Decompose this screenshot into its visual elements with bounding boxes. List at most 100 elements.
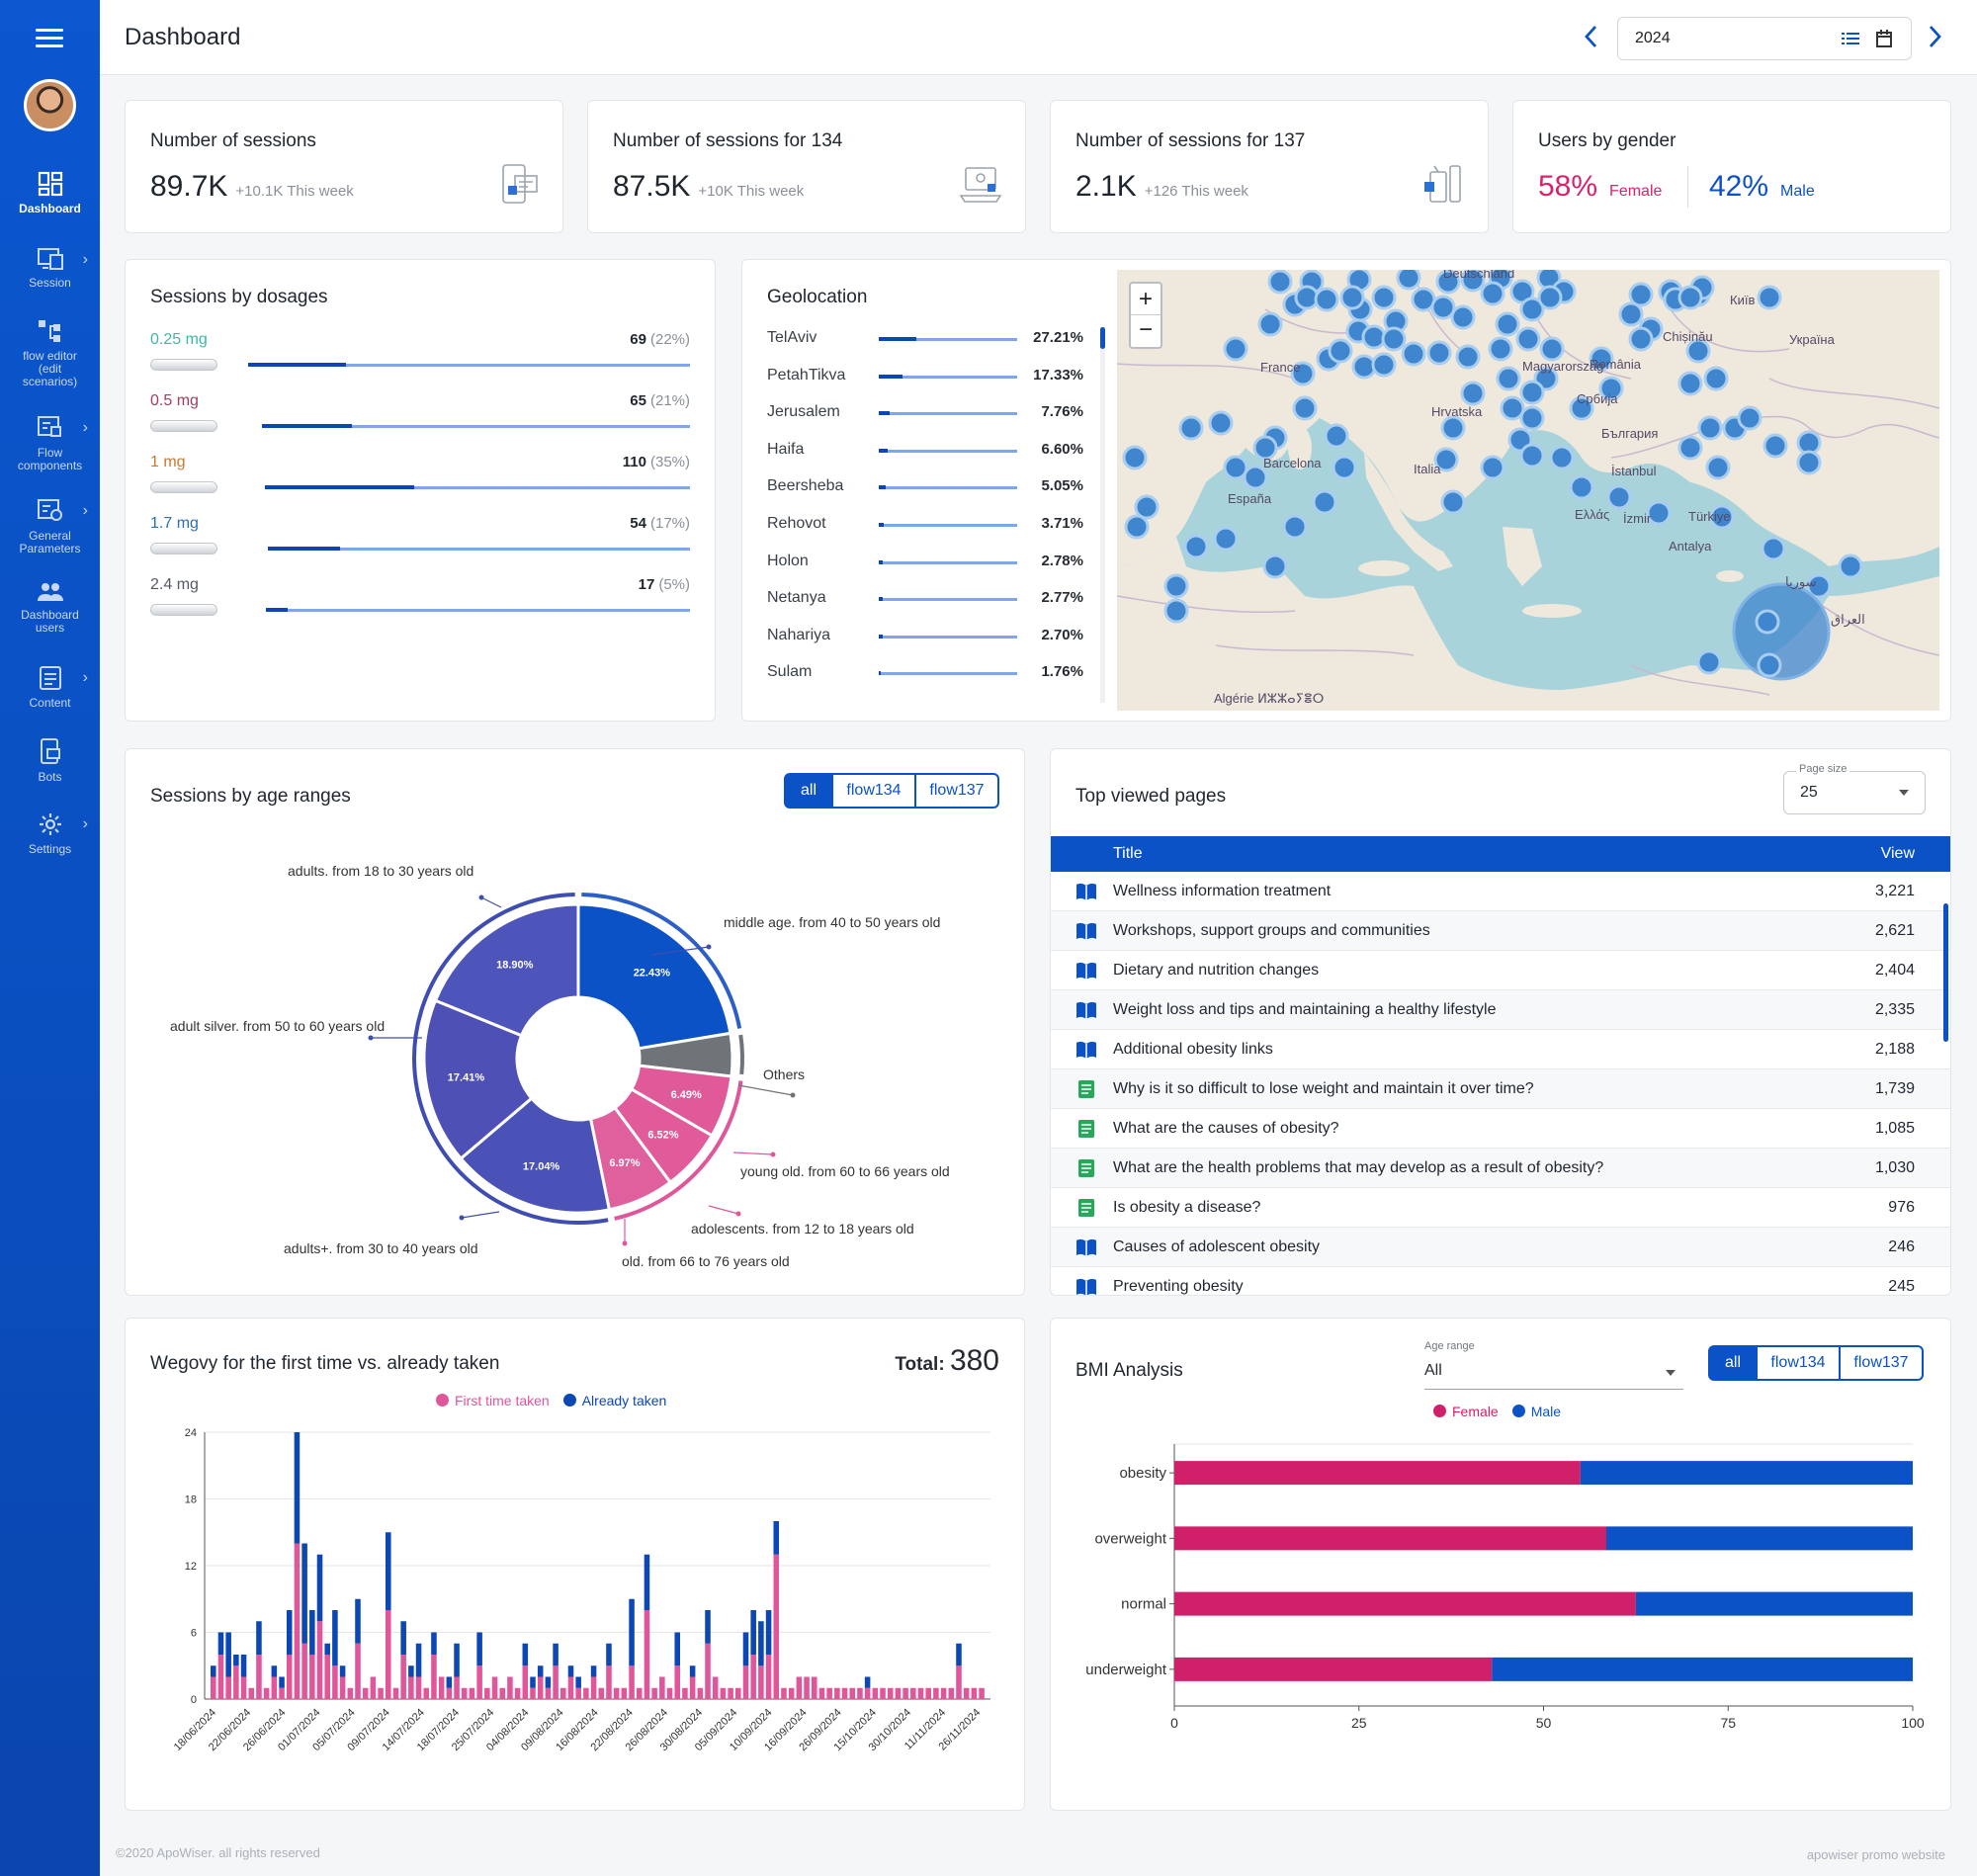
- bar-first-time[interactable]: [324, 1655, 330, 1699]
- bmi-bar-male[interactable]: [1635, 1591, 1913, 1616]
- bar-first-time[interactable]: [956, 1665, 962, 1699]
- bar-already-taken[interactable]: [590, 1665, 597, 1677]
- map-cluster-marker[interactable]: [1339, 285, 1365, 310]
- map-cluster-marker[interactable]: [1519, 405, 1545, 431]
- bar-first-time[interactable]: [621, 1687, 628, 1699]
- bar-first-time[interactable]: [431, 1655, 437, 1699]
- chevron-right-icon[interactable]: [1927, 24, 1942, 49]
- map-cluster-marker[interactable]: [1314, 287, 1339, 312]
- map-cluster-marker[interactable]: [1267, 270, 1293, 295]
- bar-first-time[interactable]: [872, 1687, 879, 1699]
- legend-item[interactable]: First time taken: [436, 1393, 550, 1408]
- bar-already-taken[interactable]: [309, 1610, 315, 1655]
- map-cluster-marker[interactable]: [1122, 445, 1148, 470]
- bar-first-time[interactable]: [225, 1676, 231, 1700]
- map-cluster-marker[interactable]: [1569, 474, 1594, 500]
- map-cluster-marker[interactable]: [1455, 344, 1481, 370]
- bar-already-taken[interactable]: [294, 1432, 301, 1544]
- bar-first-time[interactable]: [491, 1676, 498, 1700]
- map-cluster-marker[interactable]: [1124, 514, 1150, 540]
- bar-first-time[interactable]: [720, 1687, 727, 1699]
- zoom-in-button[interactable]: +: [1131, 284, 1160, 315]
- bar-already-taken[interactable]: [431, 1632, 437, 1656]
- bar-first-time[interactable]: [553, 1665, 559, 1699]
- sidebar-item-session[interactable]: › Session: [0, 247, 100, 290]
- geo-row[interactable]: Beersheba 5.05%: [767, 477, 1083, 497]
- age-range-select[interactable]: Age range All: [1424, 1338, 1683, 1390]
- donut-slice[interactable]: [459, 1096, 612, 1215]
- map-cluster-marker[interactable]: [1208, 410, 1234, 436]
- bar-already-taken[interactable]: [217, 1632, 224, 1656]
- bmi-bar-female[interactable]: [1174, 1591, 1636, 1616]
- map-cluster-marker[interactable]: [1426, 340, 1452, 366]
- geo-row[interactable]: Rehovot 3.71%: [767, 515, 1083, 535]
- bar-already-taken[interactable]: [324, 1643, 330, 1655]
- map-cluster-marker[interactable]: [1500, 395, 1525, 421]
- map-cluster-marker[interactable]: [1178, 415, 1204, 441]
- map-cluster-marker[interactable]: [1519, 380, 1545, 405]
- bar-first-time[interactable]: [240, 1676, 247, 1700]
- bar-first-time[interactable]: [758, 1665, 764, 1699]
- bar-first-time[interactable]: [735, 1687, 741, 1699]
- map-cluster-marker[interactable]: [1480, 281, 1505, 306]
- bar-already-taken[interactable]: [332, 1610, 338, 1666]
- bar-already-taken[interactable]: [256, 1621, 262, 1655]
- bar-first-time[interactable]: [339, 1676, 346, 1700]
- bmi-bar-female[interactable]: [1174, 1526, 1606, 1551]
- bar-first-time[interactable]: [933, 1687, 939, 1699]
- filter-flow134-button[interactable]: flow134: [1756, 1345, 1841, 1381]
- bar-first-time[interactable]: [438, 1676, 445, 1700]
- bar-first-time[interactable]: [545, 1687, 552, 1699]
- bar-first-time[interactable]: [788, 1687, 795, 1699]
- legend-item[interactable]: Male: [1511, 1404, 1561, 1419]
- map-cluster-marker[interactable]: [1213, 526, 1239, 552]
- scrollbar-thumb[interactable]: [1100, 327, 1105, 349]
- map-cluster-marker[interactable]: [1332, 455, 1357, 480]
- bar-first-time[interactable]: [811, 1676, 817, 1700]
- bar-first-time[interactable]: [606, 1665, 612, 1699]
- map-cluster-marker[interactable]: [1371, 285, 1397, 310]
- bar-first-time[interactable]: [461, 1687, 468, 1699]
- bar-first-time[interactable]: [818, 1687, 825, 1699]
- bar-first-time[interactable]: [636, 1687, 643, 1699]
- sidebar-item-content[interactable]: › Content: [0, 665, 100, 710]
- map-cluster-marker[interactable]: [1757, 285, 1782, 310]
- map-cluster-marker[interactable]: [1549, 445, 1575, 470]
- bar-first-time[interactable]: [217, 1655, 224, 1699]
- bar-first-time[interactable]: [560, 1687, 566, 1699]
- map-cluster-marker[interactable]: [1757, 652, 1782, 678]
- bar-first-time[interactable]: [880, 1687, 886, 1699]
- bar-already-taken[interactable]: [606, 1643, 612, 1666]
- bar-already-taken[interactable]: [567, 1665, 574, 1677]
- map-cluster-marker[interactable]: [1677, 435, 1703, 461]
- table-row[interactable]: What are the causes of obesity? 1,085: [1051, 1109, 1950, 1149]
- bar-already-taken[interactable]: [537, 1665, 544, 1677]
- map-cluster-marker[interactable]: [1440, 415, 1466, 441]
- bar-first-time[interactable]: [804, 1676, 810, 1700]
- map[interactable]: Deutschland France Barcelona España Italia Hr…: [1117, 270, 1939, 711]
- bar-first-time[interactable]: [742, 1665, 749, 1699]
- map-cluster-marker[interactable]: [1761, 536, 1786, 561]
- map-cluster-marker[interactable]: [1252, 435, 1278, 461]
- map-cluster-marker[interactable]: [1703, 366, 1729, 391]
- bar-first-time[interactable]: [629, 1665, 635, 1699]
- donut-slice[interactable]: [433, 902, 580, 1038]
- bar-first-time[interactable]: [910, 1687, 916, 1699]
- bar-already-taken[interactable]: [301, 1543, 307, 1644]
- bar-first-time[interactable]: [263, 1687, 270, 1699]
- bar-first-time[interactable]: [728, 1687, 733, 1699]
- map-cluster-marker[interactable]: [1796, 450, 1822, 475]
- map-cluster-marker[interactable]: [1460, 270, 1486, 293]
- bar-already-taken[interactable]: [408, 1665, 414, 1677]
- zoom-out-button[interactable]: −: [1138, 316, 1153, 343]
- table-row[interactable]: Weight loss and tips and maintaining a h…: [1051, 990, 1950, 1030]
- bmi-bar-male[interactable]: [1580, 1461, 1913, 1486]
- bar-first-time[interactable]: [857, 1687, 863, 1699]
- bar-first-time[interactable]: [370, 1676, 377, 1700]
- bar-first-time[interactable]: [347, 1687, 354, 1699]
- bar-first-time[interactable]: [948, 1687, 955, 1699]
- geo-row[interactable]: PetahTikva 17.33%: [767, 367, 1083, 386]
- bar-already-taken[interactable]: [355, 1598, 361, 1644]
- map-cluster-marker[interactable]: [1697, 415, 1723, 441]
- filter-flow137-button[interactable]: flow137: [914, 773, 999, 809]
